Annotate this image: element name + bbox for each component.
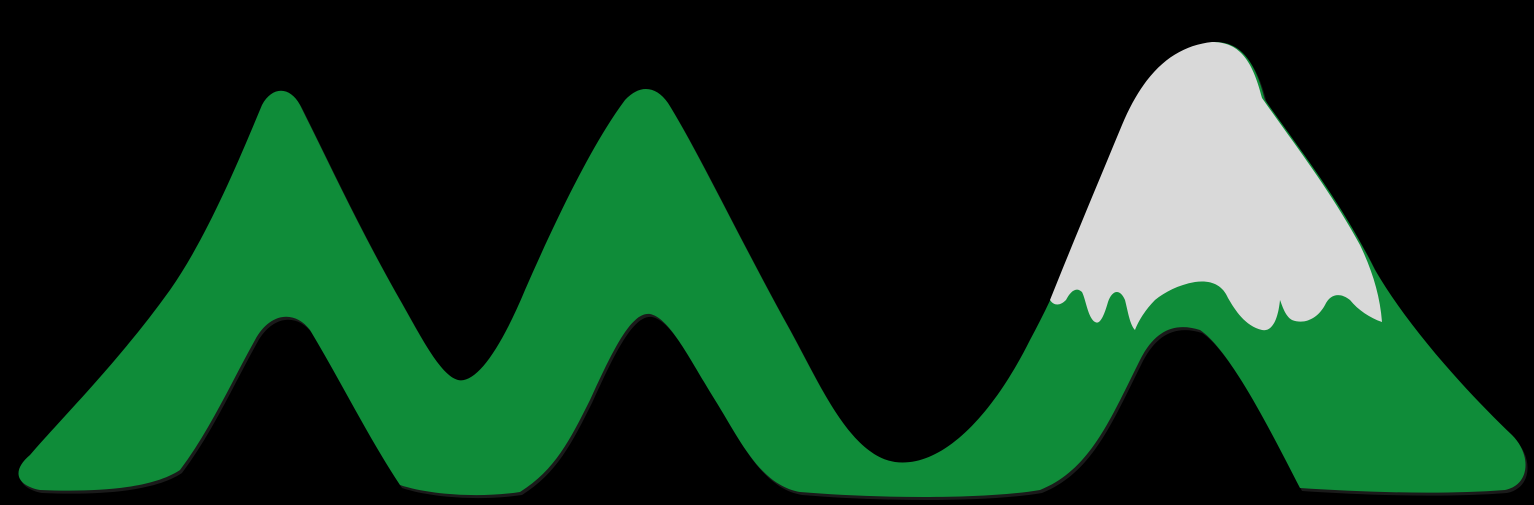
snow-cap bbox=[1050, 42, 1382, 331]
snow-cap-layer bbox=[1050, 42, 1382, 331]
